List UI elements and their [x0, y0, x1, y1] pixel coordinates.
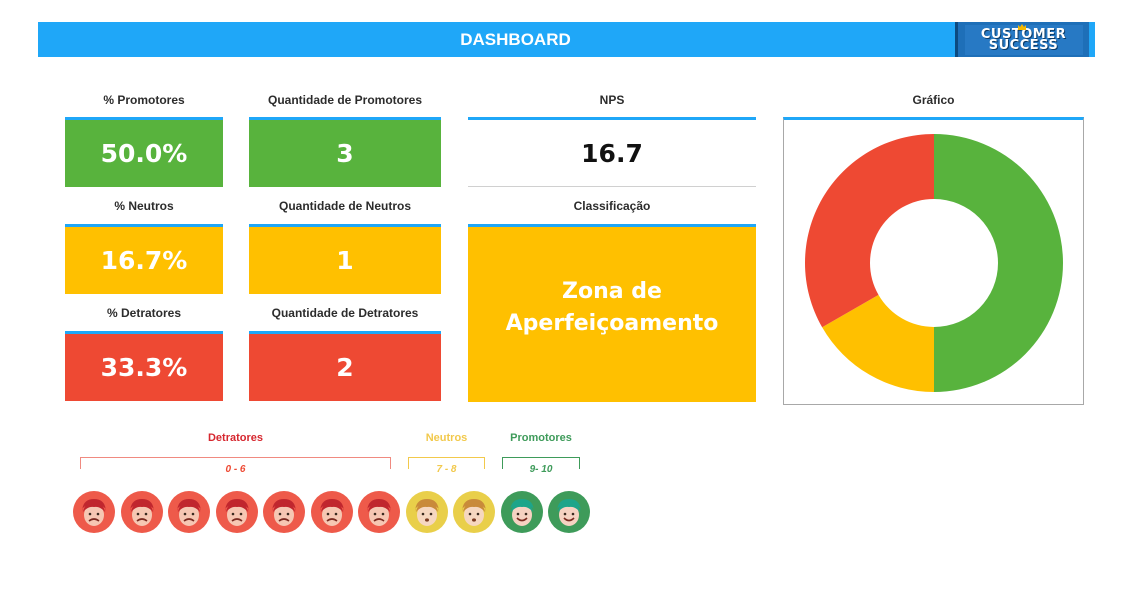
range-promotores: 9- 10 — [529, 464, 553, 475]
customer-success-logo: CUSTOMER SUCCESS — [955, 22, 1089, 57]
pct-neutros-value: 16.7% — [100, 246, 188, 275]
qtd-neutros-value: 1 — [336, 246, 354, 275]
bracket-neutros — [408, 457, 485, 469]
sad-face-icon — [215, 491, 258, 533]
qtd-promotores-value: 3 — [336, 139, 354, 168]
label-nps: NPS — [599, 93, 625, 107]
label-grafico: Gráfico — [912, 93, 955, 107]
scale-label-detratores: Detratores — [207, 432, 264, 444]
logo-line1: CUSTOMER — [980, 26, 1067, 42]
sad-face-icon — [310, 491, 353, 533]
label-qtd-promotores: Quantidade de Promotores — [267, 93, 423, 107]
header-bar: DASHBOARD CUSTOMER SUCCESS — [38, 22, 1095, 57]
donut-slice-promotores — [934, 134, 1063, 392]
neutral-face-icon — [453, 491, 495, 533]
nps-card: 16.7 — [468, 117, 756, 187]
donut-slice-neutros — [822, 294, 934, 392]
qtd-detratores-card: 2 — [249, 331, 441, 401]
donut-chart — [805, 134, 1063, 392]
happy-face-icon — [548, 491, 590, 533]
pct-promotores-card: 50.0% — [65, 117, 223, 187]
range-detratores: 0 - 6 — [225, 464, 246, 475]
neutral-face-icon — [405, 491, 448, 533]
happy-face-icon — [500, 491, 543, 533]
pct-promotores-value: 50.0% — [100, 139, 188, 168]
classificacao-line1: Zona de — [562, 278, 662, 304]
qtd-promotores-card: 3 — [249, 117, 441, 187]
pct-detratores-value: 33.3% — [100, 353, 188, 382]
classificacao-line2: Aperfeiçoamento — [505, 310, 719, 336]
pct-detratores-card: 33.3% — [65, 331, 223, 401]
page-title: DASHBOARD — [460, 30, 571, 49]
crown-icon — [1018, 24, 1026, 30]
classificacao-card: Zona de Aperfeiçoamento — [468, 224, 756, 402]
pct-neutros-card: 16.7% — [65, 224, 223, 294]
label-qtd-neutros: Quantidade de Neutros — [278, 199, 412, 213]
qtd-detratores-value: 2 — [336, 353, 354, 382]
scale-label-neutros: Neutros — [425, 432, 468, 444]
bracket-detratores — [80, 457, 391, 469]
range-neutros: 7 - 8 — [436, 464, 457, 475]
logo-line2: SUCCESS — [988, 37, 1059, 53]
donut-slice-detratores — [805, 134, 934, 328]
qtd-neutros-card: 1 — [249, 224, 441, 294]
chart-panel — [783, 117, 1084, 405]
scale-label-promotores: Promotores — [510, 432, 572, 444]
label-pct-neutros: % Neutros — [114, 199, 174, 213]
bracket-promotores — [502, 457, 580, 469]
label-pct-detratores: % Detratores — [106, 306, 182, 320]
sad-face-icon — [73, 491, 115, 533]
sad-face-icon — [120, 491, 163, 533]
sad-face-icon — [358, 491, 400, 533]
label-classificacao: Classificação — [573, 199, 651, 213]
sad-face-icon — [263, 491, 305, 533]
label-qtd-detratores: Quantidade de Detratores — [271, 306, 419, 320]
label-pct-promotores: % Promotores — [103, 93, 185, 107]
sad-face-icon — [168, 491, 210, 533]
nps-value: 16.7 — [581, 138, 643, 168]
